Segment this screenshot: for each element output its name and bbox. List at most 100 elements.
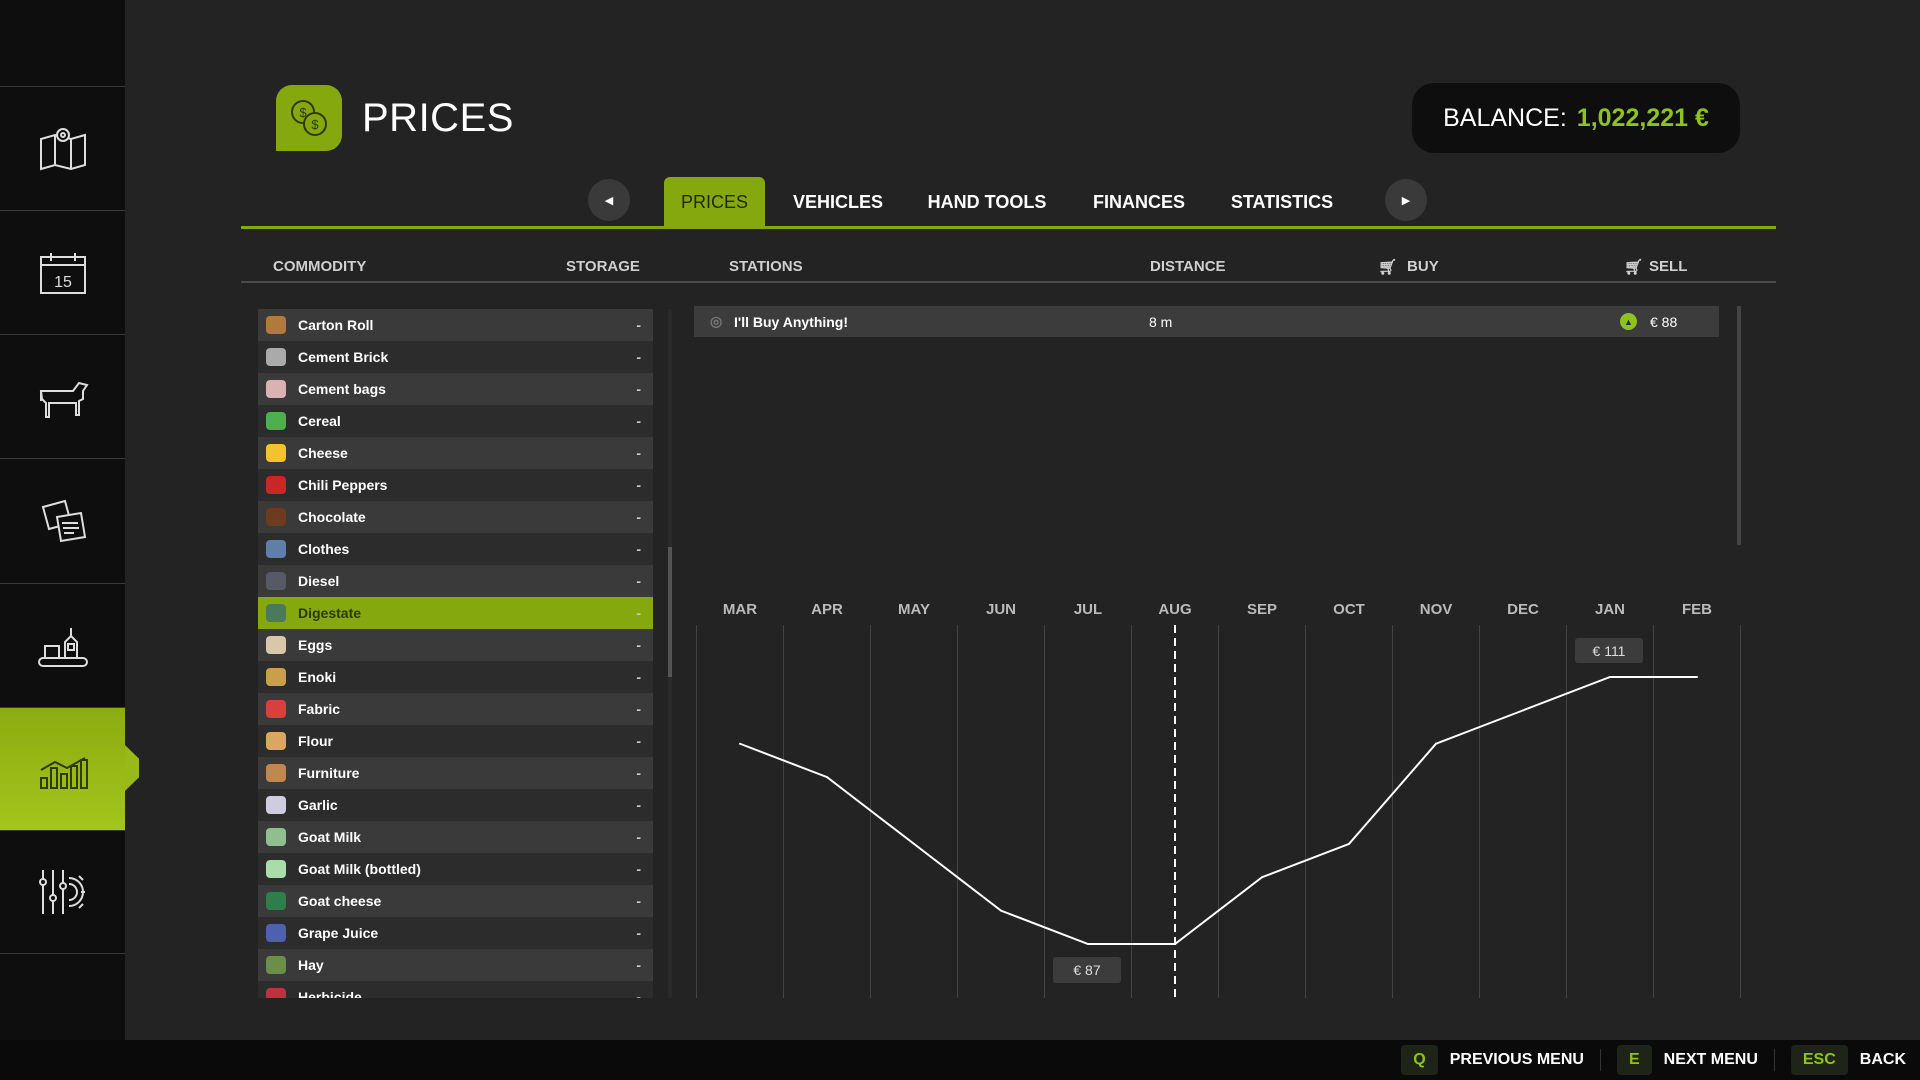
sidebar-item-animals[interactable] [0, 334, 125, 458]
column-stations: STATIONS [729, 258, 803, 275]
sidebar-item-map[interactable] [0, 86, 125, 210]
commodity-row[interactable]: Grape Juice - [258, 917, 653, 949]
commodity-name: Hay [298, 957, 324, 973]
page-title: PRICES [362, 96, 514, 140]
sidebar-item-settings[interactable] [0, 830, 125, 954]
commodity-row[interactable]: Digestate - [258, 597, 653, 629]
commodity-row[interactable]: Cheese - [258, 437, 653, 469]
tab-vehicles[interactable]: VEHICLES [792, 192, 884, 212]
price-point [1348, 842, 1350, 845]
back-button[interactable]: BACK [1859, 1051, 1906, 1068]
commodity-row[interactable]: Flour - [258, 725, 653, 757]
commodity-name: Cement Brick [298, 349, 389, 365]
month-label: DEC [1507, 601, 1539, 618]
commodity-row[interactable]: Cement bags - [258, 373, 653, 405]
commodity-name: Chocolate [298, 509, 366, 525]
tab-finances[interactable]: FINANCES [1092, 192, 1186, 212]
tab-prices[interactable]: PRICES [664, 177, 765, 228]
key-esc[interactable]: ESC [1790, 1045, 1848, 1075]
sidebar-item-calendar[interactable]: 15 [0, 210, 125, 334]
commodity-row[interactable]: Garlic - [258, 789, 653, 821]
month-label: OCT [1333, 601, 1365, 618]
commodity-storage: - [636, 829, 641, 845]
commodity-icon [266, 508, 286, 526]
commodity-row[interactable]: Carton Roll - [258, 309, 653, 341]
column-sell-label: SELL [1649, 258, 1688, 275]
month-label: FEB [1682, 601, 1712, 618]
header-divider [241, 281, 1776, 283]
commodity-storage: - [636, 509, 641, 525]
cow-icon [39, 381, 89, 418]
commodity-row[interactable]: Goat Milk (bottled) - [258, 853, 653, 885]
commodity-row[interactable]: Diesel - [258, 565, 653, 597]
month-label: AUG [1158, 601, 1192, 618]
key-q[interactable]: Q [1401, 1045, 1438, 1075]
price-point [1261, 876, 1263, 879]
prev-tab-button[interactable]: ◀ [588, 179, 630, 221]
commodity-icon [266, 476, 286, 494]
month-label: SEP [1246, 601, 1277, 618]
commodity-storage: - [636, 541, 641, 557]
commodity-row[interactable]: Goat cheese - [258, 885, 653, 917]
sidebar-item-contracts[interactable] [0, 458, 125, 582]
month-label: JUL [1073, 601, 1103, 618]
commodity-row[interactable]: Chili Peppers - [258, 469, 653, 501]
divider [1773, 1049, 1775, 1071]
price-point [1087, 943, 1089, 945]
commodity-name: Digestate [298, 605, 362, 621]
month-label: APR [811, 601, 843, 618]
month-label: MAR [722, 601, 758, 618]
station-row[interactable]: ◎ I'll Buy Anything! 8 m ▲ € 88 [694, 306, 1719, 337]
commodity-name: Garlic [298, 797, 338, 813]
commodity-icon [266, 732, 286, 750]
price-point [826, 776, 828, 779]
commodity-row[interactable]: Furniture - [258, 757, 653, 789]
price-point [1000, 909, 1002, 912]
min-price-label: € 87 [1053, 957, 1121, 983]
commodity-storage: - [636, 701, 641, 717]
month-label: NOV [1419, 601, 1453, 618]
next-tab-button[interactable]: ▶ [1385, 179, 1427, 221]
column-sell: 🛒︎ SELL [1624, 258, 1687, 276]
commodity-name: Herbicide [298, 989, 362, 998]
station-name: I'll Buy Anything! [734, 313, 849, 330]
previous-menu-button[interactable]: PREVIOUS MENU [1449, 1051, 1584, 1068]
commodity-row[interactable]: Herbicide - [258, 981, 653, 998]
commodity-row[interactable]: Clothes - [258, 533, 653, 565]
commodity-storage: - [636, 957, 641, 973]
commodity-row[interactable]: Cement Brick - [258, 341, 653, 373]
tab-hand-tools[interactable]: HAND TOOLS [927, 192, 1047, 212]
commodity-row[interactable]: Cereal - [258, 405, 653, 437]
basket-buy-icon: 🛒︎ [1378, 259, 1398, 276]
commodity-row[interactable]: Fabric - [258, 693, 653, 725]
commodity-icon [266, 668, 286, 686]
commodity-icon [266, 924, 286, 942]
commodity-row[interactable]: Eggs - [258, 629, 653, 661]
commodity-storage: - [636, 317, 641, 333]
commodity-row[interactable]: Goat Milk - [258, 821, 653, 853]
commodity-row[interactable]: Enoki - [258, 661, 653, 693]
commodity-row[interactable]: Chocolate - [258, 501, 653, 533]
commodity-icon [266, 444, 286, 462]
svg-text:$: $ [311, 117, 319, 132]
next-menu-button[interactable]: NEXT MENU [1663, 1051, 1758, 1068]
commodity-name: Goat Milk [298, 829, 362, 845]
commodity-icon [266, 860, 286, 878]
price-point [1435, 742, 1437, 745]
commodity-row[interactable]: Hay - [258, 949, 653, 981]
stations-scrollbar[interactable] [1737, 306, 1741, 545]
coins-icon: $$ [291, 100, 327, 136]
commodity-storage: - [636, 861, 641, 877]
commodity-icon [266, 828, 286, 846]
sidebar-item-production[interactable] [0, 583, 125, 707]
sidebar: 15 [0, 0, 125, 1040]
commodity-icon [266, 956, 286, 974]
prices-chart-icon [39, 756, 88, 789]
commodity-icon [266, 636, 286, 654]
tab-statistics[interactable]: STATISTICS [1230, 192, 1334, 212]
commodity-storage: - [636, 605, 641, 621]
price-line [739, 676, 1697, 945]
commodity-scrollbar-thumb[interactable] [668, 547, 672, 677]
key-e[interactable]: E [1616, 1045, 1652, 1075]
sidebar-item-prices[interactable] [0, 707, 125, 831]
